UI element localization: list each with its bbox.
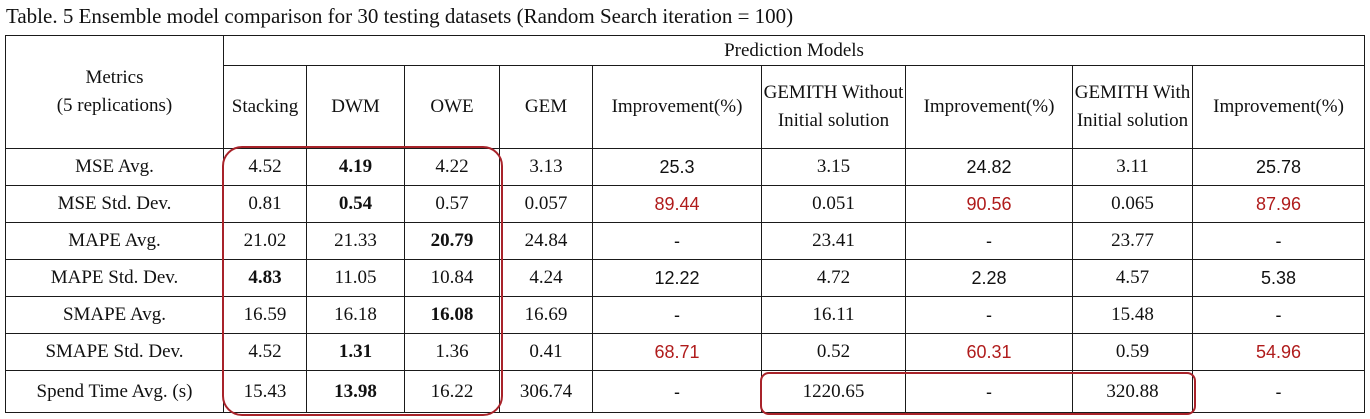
- table-cell: -: [592, 296, 762, 334]
- table-cell: 15.48: [1072, 296, 1193, 334]
- col-header-improvement-2: Improvement(%): [905, 65, 1073, 149]
- table-cell: 1220.65: [761, 370, 906, 413]
- metric-label: MAPE Std. Dev.: [5, 259, 224, 297]
- table-cell: -: [905, 222, 1073, 260]
- table-cell: 23.41: [761, 222, 906, 260]
- metrics-header: Metrics (5 replications): [5, 35, 224, 149]
- table-cell: 4.52: [223, 333, 307, 371]
- table-cell: 4.24: [499, 259, 593, 297]
- table-row: Spend Time Avg. (s) 15.43 13.98 16.22 306.74…: [5, 370, 1366, 413]
- col-header-owe: OWE: [404, 65, 500, 149]
- table-cell: 11.05: [306, 259, 405, 297]
- table-caption: Table. 5 Ensemble model comparison for 3…: [6, 4, 794, 28]
- table-cell: 16.69: [499, 296, 593, 334]
- metric-label: Spend Time Avg. (s): [5, 370, 224, 413]
- table-cell: 0.57: [404, 185, 500, 223]
- table-cell: 0.54: [306, 185, 405, 223]
- table-cell: 320.88: [1072, 370, 1193, 413]
- table-cell: 13.98: [306, 370, 405, 413]
- table-cell: -: [592, 222, 762, 260]
- table-cell: 1.31: [306, 333, 405, 371]
- table-cell: 15.43: [223, 370, 307, 413]
- table-cell: 0.051: [761, 185, 906, 223]
- table-cell: 16.08: [404, 296, 500, 334]
- table-cell: 21.02: [223, 222, 307, 260]
- table-cell: 68.71: [592, 333, 762, 371]
- table-cell: 4.52: [223, 148, 307, 186]
- col-header-gem: GEM: [499, 65, 593, 149]
- table-cell: 4.57: [1072, 259, 1193, 297]
- table-cell: 3.11: [1072, 148, 1193, 186]
- table-row: MSE Std. Dev. 0.81 0.54 0.57 0.057 89.44 0.051…: [5, 185, 1366, 223]
- table-cell: 4.83: [223, 259, 307, 297]
- metric-label: MAPE Avg.: [5, 222, 224, 260]
- table-cell: 54.96: [1191, 333, 1366, 371]
- table-cell: 0.057: [499, 185, 593, 223]
- table-cell: 16.22: [404, 370, 500, 413]
- table-cell: 2.28: [905, 259, 1073, 297]
- metrics-header-line2: (5 replications): [56, 95, 173, 116]
- table-cell: 0.065: [1072, 185, 1193, 223]
- col-header-stacking: Stacking: [223, 65, 307, 149]
- table-cell: 89.44: [592, 185, 762, 223]
- table-row: SMAPE Avg. 16.59 16.18 16.08 16.69-16.11-15.…: [5, 296, 1366, 334]
- table-cell: 16.59: [223, 296, 307, 334]
- table-cell: 4.72: [761, 259, 906, 297]
- table-cell: 10.84: [404, 259, 500, 297]
- table-cell: 4.22: [404, 148, 500, 186]
- col-header-improvement-1: Improvement(%): [592, 65, 762, 149]
- prediction-models-header: Prediction Models: [222, 35, 1366, 66]
- table-row: MSE Avg. 4.52 4.19 4.22 3.13 25.3 3.15 24.82 3.1…: [5, 148, 1366, 186]
- table-cell: -: [1191, 370, 1366, 413]
- table-cell: 24.82: [905, 148, 1073, 186]
- col-header-gemith-without: GEMITH Without Initial solution: [761, 65, 906, 149]
- col-header-dwm: DWM: [306, 65, 405, 149]
- metric-label: SMAPE Avg.: [5, 296, 224, 334]
- metric-label: MSE Std. Dev.: [5, 185, 224, 223]
- table-cell: 3.13: [499, 148, 593, 186]
- table-row: MAPE Std. Dev. 4.83 11.05 10.84 4.24 12.22 4.7…: [5, 259, 1366, 297]
- table-cell: 0.41: [499, 333, 593, 371]
- table-cell: 20.79: [404, 222, 500, 260]
- table-cell: 0.59: [1072, 333, 1193, 371]
- table-cell: 90.56: [905, 185, 1073, 223]
- col-header-gemith-with: GEMITH With Initial solution: [1072, 65, 1193, 149]
- table-cell: 25.3: [592, 148, 762, 186]
- metric-label: SMAPE Std. Dev.: [5, 333, 224, 371]
- table-cell: 87.96: [1191, 185, 1366, 223]
- table-cell: 3.15: [761, 148, 906, 186]
- comparison-table: Metrics (5 replications) Prediction Mode…: [5, 35, 1366, 413]
- table-cell: 5.38: [1191, 259, 1366, 297]
- table-cell: -: [1191, 296, 1366, 334]
- table-cell: 16.18: [306, 296, 405, 334]
- metrics-header-line1: Metrics: [85, 67, 144, 88]
- table-cell: 12.22: [592, 259, 762, 297]
- table-cell: 0.52: [761, 333, 906, 371]
- table-row: MAPE Avg. 21.02 21.33 20.79 24.84-23.41-23.7…: [5, 222, 1366, 260]
- col-header-improvement-3: Improvement(%): [1191, 65, 1366, 149]
- table-cell: 1.36: [404, 333, 500, 371]
- table-cell: -: [592, 370, 762, 413]
- table-cell: 4.19: [306, 148, 405, 186]
- table-cell: 23.77: [1072, 222, 1193, 260]
- table-cell: -: [905, 370, 1073, 413]
- table-cell: 25.78: [1191, 148, 1366, 186]
- table-cell: -: [1191, 222, 1366, 260]
- table-row: SMAPE Std. Dev. 4.52 1.31 1.36 0.41 68.71 0.52…: [5, 333, 1366, 371]
- table-cell: 24.84: [499, 222, 593, 260]
- table-cell: -: [905, 296, 1073, 334]
- table-cell: 306.74: [499, 370, 593, 413]
- metric-label: MSE Avg.: [5, 148, 224, 186]
- table-cell: 21.33: [306, 222, 405, 260]
- table-cell: 0.81: [223, 185, 307, 223]
- table-cell: 60.31: [905, 333, 1073, 371]
- table-cell: 16.11: [761, 296, 906, 334]
